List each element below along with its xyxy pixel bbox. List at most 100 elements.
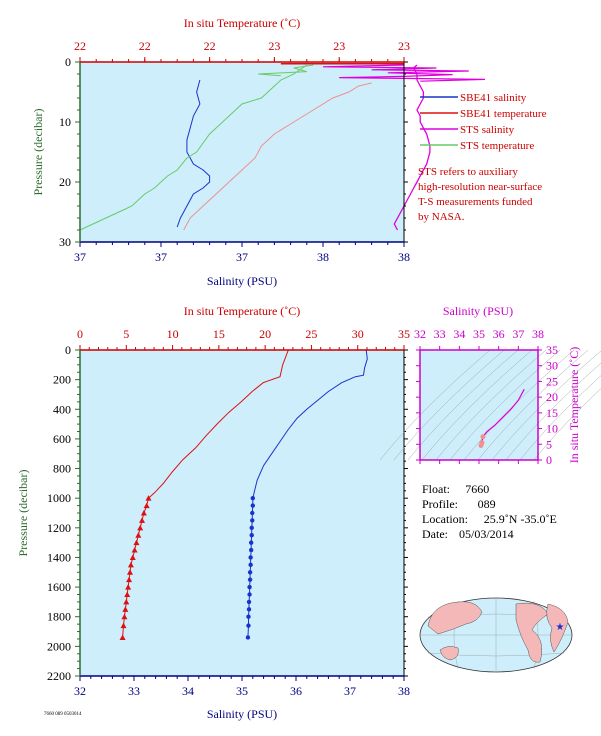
top-temp-tick-label: 22 [74, 39, 86, 53]
ts-temp-tick-label: 10 [546, 422, 558, 436]
bottom-salinity-marker [246, 599, 252, 605]
ts-density-contour [519, 375, 601, 461]
float-location-star-icon: ★ [556, 622, 565, 633]
bottom-temperature-marker [131, 547, 138, 553]
bottom-salinity-tick-label: 35 [236, 684, 248, 698]
legend-label: STS temperature [460, 140, 534, 152]
info-key: Date: [422, 527, 448, 541]
bottom-pressure-tick-label: 200 [53, 373, 71, 387]
bottom-salinity-marker [249, 525, 254, 531]
info-value: 25.9˚N -35.0˚E [484, 512, 557, 526]
bottom-salinity-marker [249, 533, 254, 538]
bottom-pressure-tick-label: 1400 [47, 550, 71, 564]
top-salinity-tick-label: 37 [74, 250, 86, 264]
ts-density-contour [533, 388, 601, 461]
top-panel: 22 22 22 23 23 23 37 37 37 38 38 0 10 20 30 In situ … [31, 16, 486, 288]
ts-density-contour [463, 349, 575, 461]
bottom-salinity-marker [248, 547, 254, 553]
float-info: Float: 7660 Profile: 089 Location: 25.9˚N -35… [422, 482, 557, 541]
info-value: 089 [478, 497, 496, 511]
bottom-temp-tick-label: 0 [77, 327, 83, 341]
bottom-salinity-marker [250, 495, 255, 501]
top-temp-tick-label: 23 [398, 39, 410, 53]
ts-temp-tick-label: 5 [546, 437, 552, 451]
ts-density-contour [505, 362, 601, 461]
bottom-temperature-marker [145, 495, 152, 501]
bottom-temperature-marker [133, 539, 140, 546]
top-salinity-axis-label: Salinity (PSU) [207, 274, 277, 288]
top-pressure-axis-label: Pressure (decibar) [31, 109, 45, 196]
bottom-pressure-tick-label: 2200 [47, 669, 71, 683]
ts-density-contour [435, 349, 547, 461]
ts-salinity-tick-label: 35 [473, 327, 485, 341]
bottom-temp-tick-label: 5 [123, 327, 129, 341]
top-temp-tick-label: 23 [333, 39, 345, 53]
bottom-temperature-marker [140, 510, 147, 516]
top-salinity-tick-label: 37 [155, 250, 167, 264]
bottom-salinity-marker [248, 555, 253, 560]
bottom-temp-axis-label: In situ Temperature (˚C) [184, 304, 301, 318]
bottom-salinity-marker [246, 623, 251, 628]
bottom-salinity-marker [245, 635, 251, 640]
bottom-temp-tick-label: 20 [259, 327, 271, 341]
legend-label: STS salinity [460, 124, 515, 136]
top-temp-axis-label: In situ Temperature (˚C) [184, 16, 301, 30]
ts-salinity-tick-label: 37 [512, 327, 524, 341]
bottom-pressure-tick-label: 1600 [47, 580, 71, 594]
ts-density-contour [393, 349, 505, 461]
ts-salinity-tick-label: 33 [434, 327, 446, 341]
top-series-2 [183, 82, 372, 231]
bottom-pressure-tick-label: 1800 [47, 610, 71, 624]
ts-density-contour [421, 349, 533, 461]
info-value: 7660 [465, 482, 489, 496]
top-salinity-tick-label: 38 [317, 250, 329, 264]
bottom-temperature-marker [127, 561, 134, 568]
footer-id: 7660 089 0503014 [44, 712, 82, 717]
bottom-salinity-marker [246, 607, 252, 612]
bottom-temperature-marker [121, 613, 128, 620]
ts-temp-tick-label: 0 [546, 453, 552, 467]
top-series-1 [79, 64, 308, 231]
bottom-temperature-marker [120, 622, 127, 629]
info-key: Location: [422, 512, 468, 526]
legend-note-line: STS refers to auxiliary [418, 166, 518, 178]
ts-salinity-tick-label: 34 [453, 327, 465, 341]
top-series-0 [176, 79, 211, 228]
map-landmass-australia [439, 646, 459, 661]
bottom-salinity-tick-label: 38 [398, 684, 410, 698]
legend-label: SBE41 salinity [460, 92, 527, 104]
ts-temp-tick-label: 15 [546, 406, 558, 420]
top-sts-temperature-surface [258, 64, 314, 77]
top-series-3 [393, 64, 431, 231]
ts-salinity-tick-label: 32 [414, 327, 426, 341]
bottom-pressure-axis-label: Pressure (decibar) [16, 470, 30, 557]
top-sts-salinity-surface [322, 64, 486, 82]
bottom-plot-area [80, 350, 404, 676]
legend-note-line: T-S measurements funded [418, 196, 533, 208]
bottom-salinity-marker [250, 518, 255, 523]
bottom-temperature-marker [123, 598, 130, 605]
legend-note: STS refers to auxiliary high-resolution n… [418, 166, 542, 223]
bottom-temp-tick-label: 30 [352, 327, 364, 341]
bottom-temperature-marker [139, 517, 146, 523]
top-plot-area [80, 62, 404, 242]
ts-salinity-tick-label: 36 [493, 327, 505, 341]
bottom-temperature-marker [129, 554, 136, 560]
ts-temp-tick-label: 35 [546, 343, 558, 357]
ts-temp-axis-label: In situ Temperature (˚C) [567, 347, 581, 464]
bottom-temp-tick-label: 35 [398, 327, 410, 341]
bottom-temperature-marker [143, 502, 150, 509]
legend-label: SBE41 temperature [460, 108, 547, 120]
bottom-pressure-tick-label: 800 [53, 462, 71, 476]
bottom-salinity-marker [250, 503, 255, 508]
top-temp-tick-label: 22 [139, 39, 151, 53]
bottom-temperature-marker [125, 584, 132, 590]
bottom-salinity-tick-label: 34 [182, 684, 194, 698]
bottom-salinity-marker [247, 570, 253, 575]
bottom-temp-tick-label: 15 [213, 327, 225, 341]
top-temp-tick-label: 22 [204, 39, 216, 53]
bottom-salinity-tick-label: 37 [344, 684, 356, 698]
info-key: Float: [422, 482, 450, 496]
